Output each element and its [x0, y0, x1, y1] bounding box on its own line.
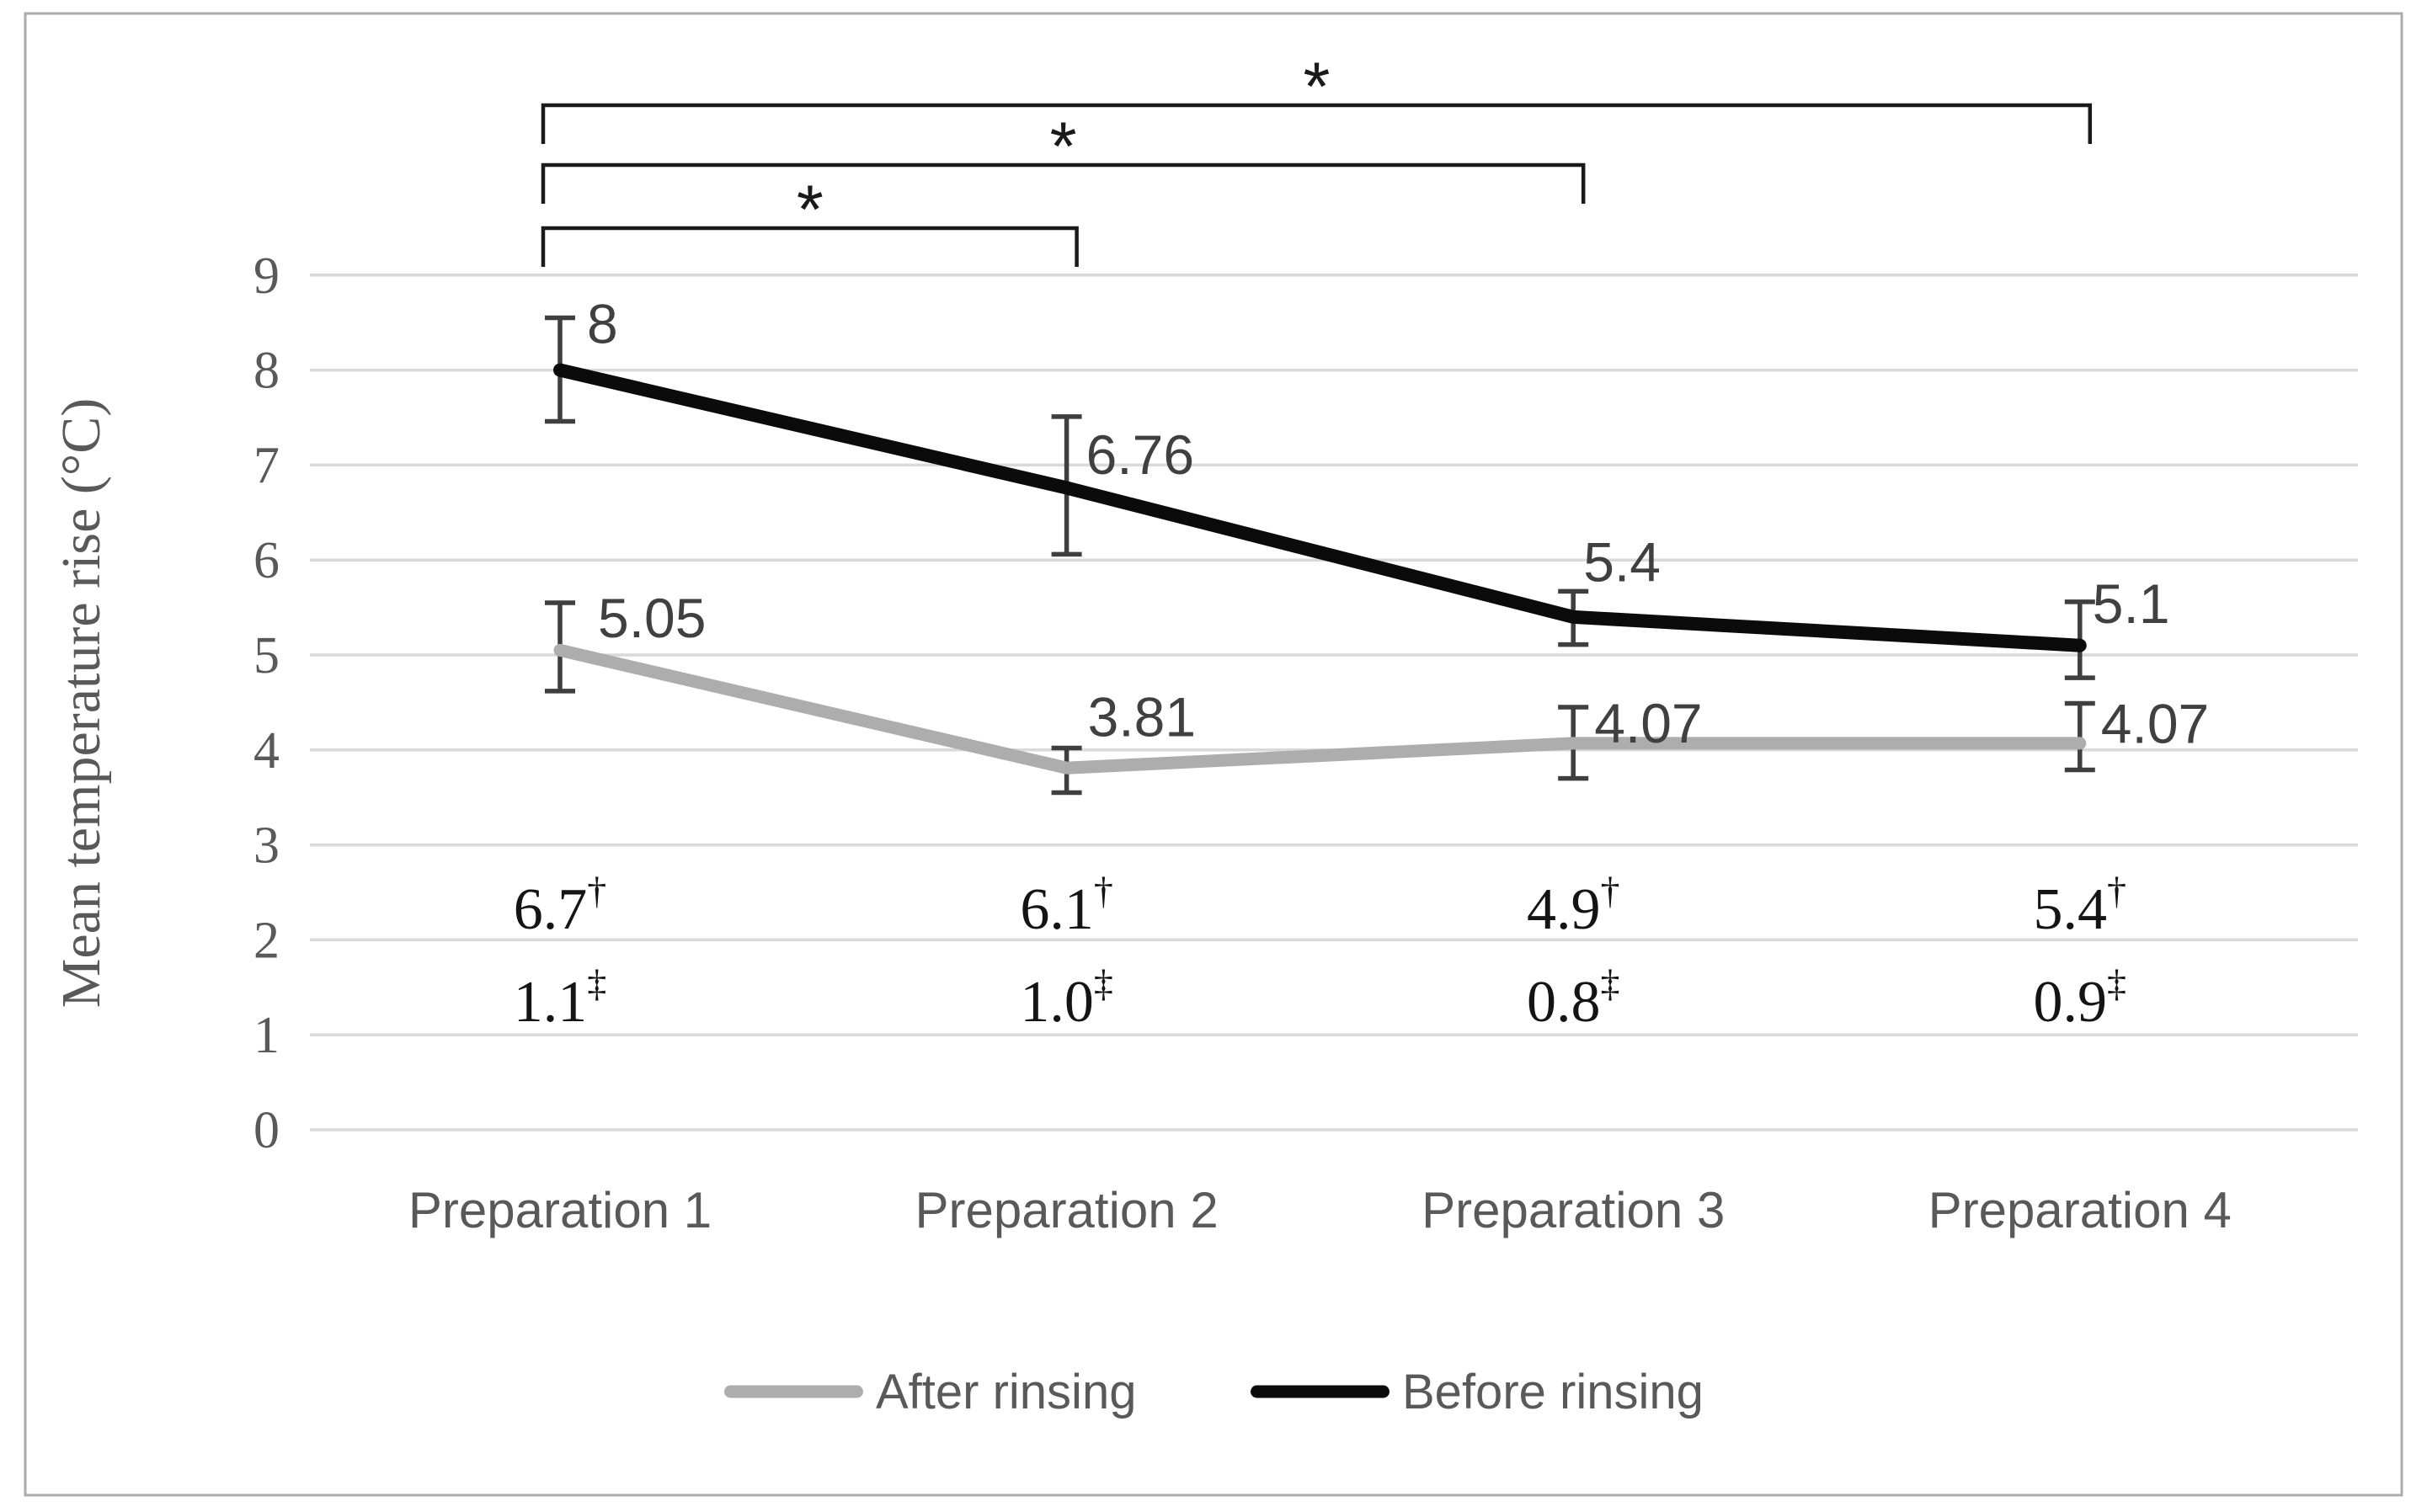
significance-bracket [541, 103, 2093, 144]
y-tick-label: 3 [253, 817, 280, 875]
y-tick-label: 7 [253, 437, 280, 494]
x-axis-label: Preparation 2 [915, 1182, 1218, 1238]
data-label: 6.76 [1086, 423, 1194, 486]
legend-label-after-rinsing: After rinsing [876, 1365, 1136, 1419]
y-tick-label: 0 [253, 1102, 280, 1159]
legend-label-before-rinsing: Before rinsing [1402, 1365, 1704, 1419]
x-axis-label: Preparation 1 [408, 1182, 712, 1238]
x-axis-label: Preparation 4 [1928, 1182, 2232, 1238]
significance-bracket [541, 226, 1079, 267]
series-line-after-rinsing [553, 643, 2087, 775]
y-tick-label: 2 [253, 912, 280, 969]
data-label: 5.1 [2093, 572, 2170, 635]
y-tick-label: 4 [253, 722, 280, 780]
chart-border [24, 12, 2403, 1497]
y-tick-label: 1 [253, 1007, 280, 1064]
y-tick-label: 8 [253, 343, 280, 400]
significance-asterisk: * [1303, 49, 1330, 125]
data-label: 5.05 [598, 587, 706, 649]
data-label: 5.4 [1583, 530, 1661, 593]
legend-swatch-before-rinsing [1251, 1385, 1390, 1398]
significance-asterisk: * [797, 172, 824, 248]
legend-swatch-after-rinsing [724, 1385, 863, 1398]
y-tick-label: 5 [253, 627, 280, 684]
series-line-before-rinsing [553, 363, 2087, 652]
data-label: 4.07 [2101, 693, 2209, 755]
significance-bracket [541, 162, 1586, 204]
y-tick-label: 9 [253, 248, 280, 305]
footnote-value: 0.9‡ [2034, 961, 2127, 1035]
data-label: 8 [587, 293, 618, 355]
significance-asterisk: * [1050, 109, 1077, 185]
x-axis-label: Preparation 3 [1422, 1182, 1725, 1238]
error-bar [2064, 700, 2095, 773]
data-label: 3.81 [1088, 686, 1196, 748]
y-tick-label: 6 [253, 532, 280, 589]
y-axis-title: Mean temperature rise (°C) [51, 398, 112, 1009]
data-label: 4.07 [1594, 692, 1702, 754]
